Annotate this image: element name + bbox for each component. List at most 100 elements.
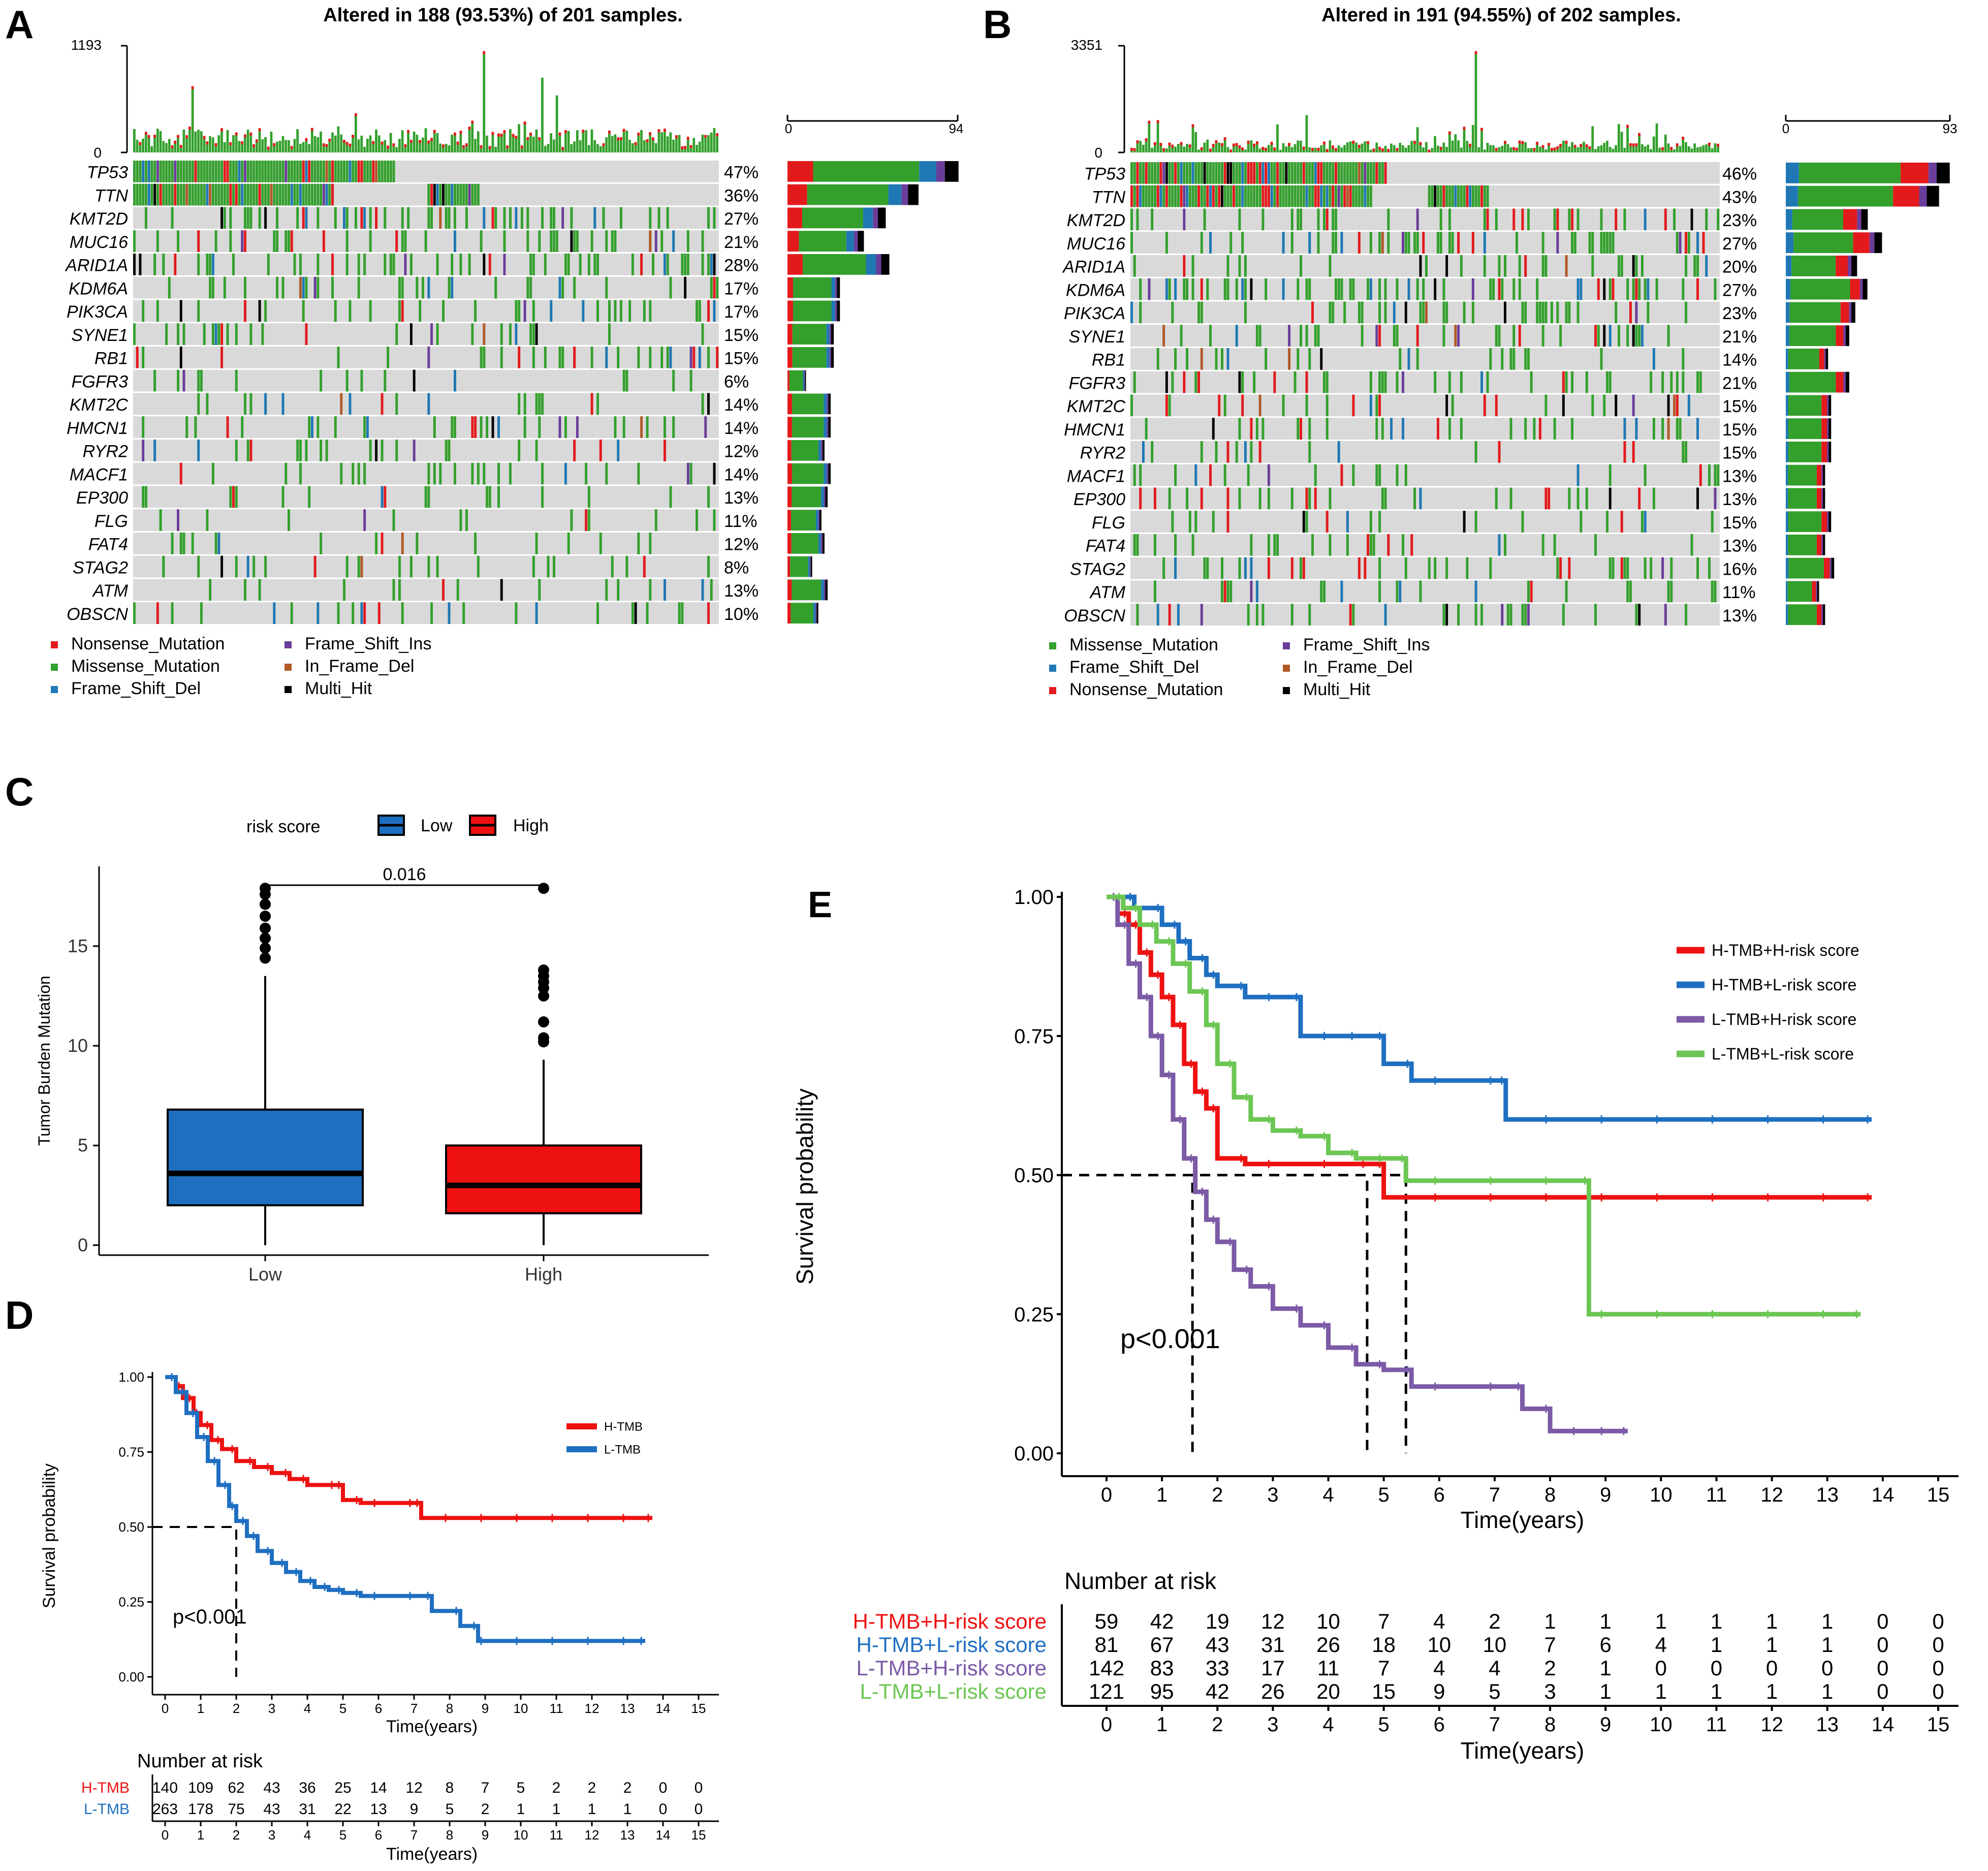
oncoplot-a-cell bbox=[285, 230, 288, 252]
oncoplot-b-cell bbox=[1506, 604, 1509, 626]
oncoplot-a-row-bg bbox=[133, 323, 719, 345]
oncoplot-b-cell bbox=[1416, 278, 1419, 300]
oncoplot-b-cell bbox=[1250, 278, 1253, 300]
oncoplot-b-cell bbox=[1469, 185, 1472, 207]
oncoplot-a-gene-bar-segment bbox=[819, 510, 822, 531]
oncoplot-a-cell bbox=[162, 161, 165, 182]
oncoplot-b-cell bbox=[1416, 232, 1419, 254]
oncoplot-b-tmb-bar bbox=[1346, 142, 1349, 152]
km-d-risk-table-value: 13 bbox=[370, 1801, 387, 1818]
oncoplot-b-cell bbox=[1699, 464, 1702, 486]
oncoplot-b-cell bbox=[1209, 464, 1212, 486]
oncoplot-a-gene-bar-segment bbox=[831, 277, 835, 298]
oncoplot-b-gene-bar-segment bbox=[1848, 256, 1852, 276]
oncoplot-b-cell bbox=[1261, 604, 1265, 626]
oncoplot-b-bar-zero: 0 bbox=[1782, 121, 1789, 136]
oncoplot-b-tmb-bar-top bbox=[1413, 141, 1416, 144]
km-e-risk-table-value: 7 bbox=[1378, 1656, 1390, 1680]
oncoplot-b-gene-bar-segment bbox=[1900, 163, 1929, 183]
oncoplot-a-cell bbox=[614, 230, 617, 252]
oncoplot-a-cell bbox=[191, 533, 194, 554]
oncoplot-a-cell bbox=[235, 555, 238, 578]
oncoplot-a-gene-bar-segment bbox=[825, 579, 828, 601]
oncoplot-a-row-bg bbox=[133, 579, 719, 601]
oncoplot-b-tmb-bar bbox=[1638, 133, 1640, 152]
oncoplot-a-gene-bar-segment bbox=[799, 231, 846, 252]
km-d-risk-table-tick-label: 2 bbox=[233, 1827, 240, 1843]
oncoplot-a-cell bbox=[197, 369, 200, 392]
oncoplot-a-gene-bar-segment bbox=[787, 417, 793, 438]
oncoplot-a-cell bbox=[451, 183, 454, 206]
oncoplot-a-cell bbox=[442, 300, 445, 322]
oncoplot-a-cell bbox=[474, 416, 477, 438]
oncoplot-b-gene-bar-segment bbox=[1788, 395, 1822, 416]
oncoplot-a-cell bbox=[555, 230, 558, 252]
oncoplot-b-tmb-bar bbox=[1253, 143, 1255, 152]
oncoplot-b-gene-label: ATM bbox=[1089, 583, 1126, 602]
oncoplot-a-cell bbox=[497, 486, 500, 508]
oncoplot-a-cell bbox=[360, 207, 363, 229]
oncoplot-a-cell bbox=[296, 207, 299, 229]
oncoplot-a-gene-bar-segment bbox=[792, 347, 827, 368]
oncoplot-b-cell bbox=[1200, 487, 1203, 510]
oncoplot-a-cell bbox=[273, 230, 276, 252]
oncoplot-b-cell bbox=[1608, 325, 1612, 347]
oncoplot-a-tmb-bar bbox=[529, 132, 532, 152]
oncoplot-b-cell bbox=[1212, 418, 1215, 440]
oncoplot-b-cell bbox=[1297, 278, 1300, 300]
oncoplot-b-percent-label: 13% bbox=[1722, 606, 1757, 626]
oncoplot-a-tmb-bar-top bbox=[206, 141, 209, 145]
oncoplot-b-cell bbox=[1378, 301, 1381, 324]
oncoplot-a-cell bbox=[494, 276, 497, 299]
oncoplot-a-tmb-bar bbox=[409, 140, 413, 152]
oncoplot-a-cell bbox=[453, 369, 456, 392]
oncoplot-b-tmb-bar bbox=[1148, 120, 1151, 152]
oncoplot-b-tmb-bar-top bbox=[1358, 144, 1361, 148]
oncoplot-a-tmb-max: 1193 bbox=[71, 37, 102, 53]
oncoplot-a-cell bbox=[561, 207, 564, 229]
oncoplot-a-cell bbox=[331, 254, 334, 275]
oncoplot-a-cell bbox=[576, 416, 579, 438]
oncoplot-a-cell bbox=[474, 300, 477, 322]
oncoplot-b-cell bbox=[1148, 185, 1151, 207]
oncoplot-b-tmb-bar-top bbox=[1221, 143, 1223, 146]
km-d-series-line bbox=[165, 1375, 645, 1643]
oncoplot-a-cell bbox=[139, 254, 142, 275]
oncoplot-a-tmb-bar bbox=[686, 137, 689, 152]
oncoplot-a-cell bbox=[660, 230, 664, 252]
oncoplot-a-cell bbox=[421, 276, 424, 299]
oncoplot-a-cell bbox=[573, 276, 576, 299]
oncoplot-a-cell bbox=[150, 161, 153, 182]
oncoplot-b-cell bbox=[1591, 394, 1594, 417]
oncoplot-b-cell bbox=[1442, 185, 1445, 207]
oncoplot-a-cell bbox=[147, 161, 150, 182]
oncoplot-a-cell bbox=[413, 440, 416, 461]
oncoplot-a-tmb-bar bbox=[515, 136, 518, 152]
oncoplot-b-cell bbox=[1562, 394, 1565, 417]
oncoplot-a-cell bbox=[515, 602, 518, 624]
oncoplot-a-cell bbox=[241, 161, 244, 182]
oncoplot-b-tmb-bar bbox=[1652, 136, 1655, 152]
oncoplot-a-gene-bar-segment bbox=[787, 603, 791, 623]
oncoplot-b-row-bg bbox=[1130, 325, 1720, 347]
oncoplot-a-cell bbox=[340, 161, 343, 182]
oncoplot-a-tmb-bar bbox=[340, 134, 343, 152]
oncoplot-b-cell bbox=[1550, 301, 1553, 324]
oncoplot-b-cell bbox=[1186, 162, 1189, 184]
oncoplot-a-tmb-bar bbox=[217, 135, 220, 152]
oncoplot-b-gene-bar-segment bbox=[1788, 418, 1822, 439]
km-e-x-tick-label: 0 bbox=[1101, 1484, 1112, 1506]
oncoplot-a-cell bbox=[217, 161, 220, 182]
oncoplot-b-cell bbox=[1168, 278, 1171, 300]
oncoplot-b-cell bbox=[1538, 301, 1541, 324]
oncoplot-b-cell bbox=[1241, 371, 1244, 393]
oncoplot-b-tmb-bar bbox=[1714, 143, 1717, 152]
km-e-y-tick-label: 0.25 bbox=[1014, 1303, 1054, 1326]
oncoplot-a-cell bbox=[564, 416, 567, 438]
oncoplot-b-percent-label: 16% bbox=[1722, 559, 1757, 579]
oncoplot-b-cell bbox=[1261, 208, 1265, 231]
oncoplot-a-tmb-bar bbox=[389, 133, 392, 152]
oncoplot-b-tmb-bar-top bbox=[1332, 145, 1334, 149]
oncoplot-b-cell bbox=[1206, 162, 1209, 184]
oncoplot-a-cell bbox=[628, 300, 632, 322]
